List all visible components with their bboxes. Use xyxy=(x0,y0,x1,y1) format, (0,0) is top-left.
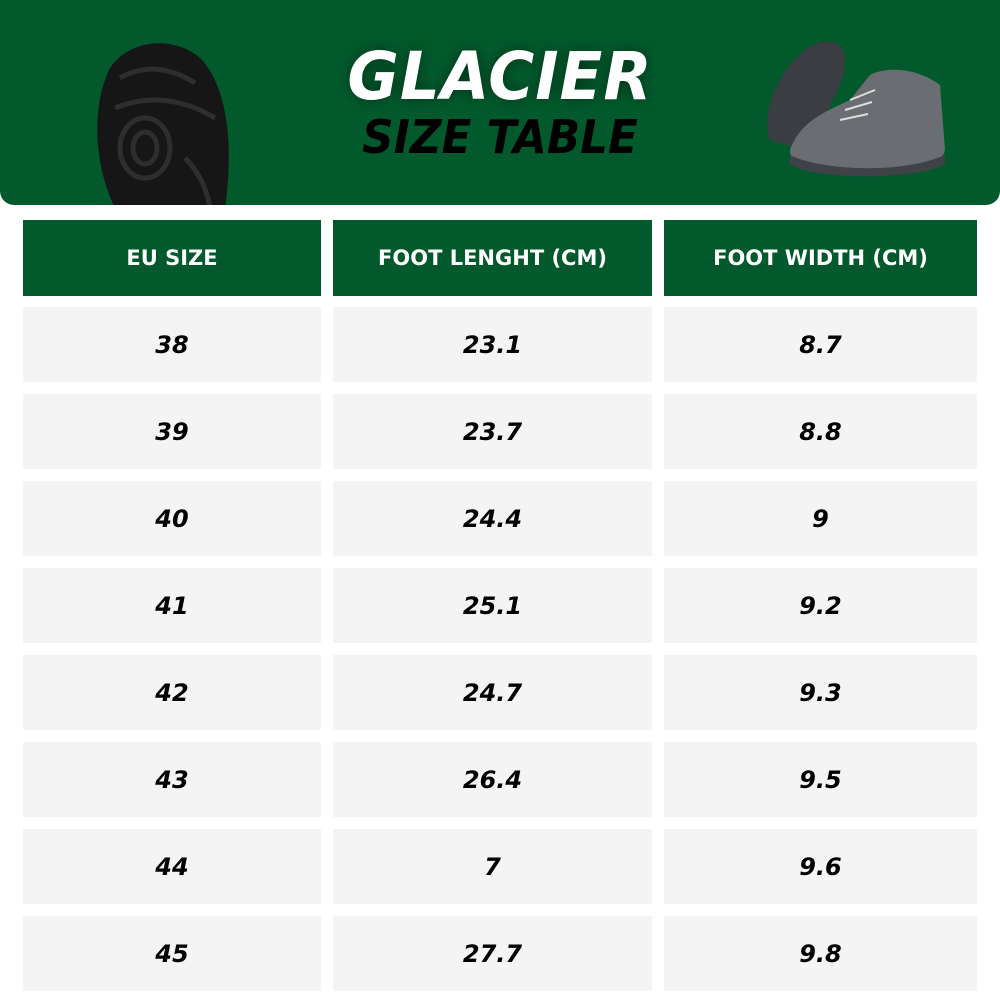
foot-width-cell: 8.8 xyxy=(664,394,977,469)
eu-size-cell: 45 xyxy=(23,916,321,991)
foot-length-cell: 7 xyxy=(333,829,652,904)
shoe-sole-icon xyxy=(97,43,229,205)
eu-size-cell: 38 xyxy=(23,307,321,382)
foot-length-cell: 25.1 xyxy=(333,568,652,643)
foot-length-cell: 27.7 xyxy=(333,916,652,991)
header-eu-size: EU SIZE xyxy=(23,220,321,296)
foot-length-cell: 26.4 xyxy=(333,742,652,817)
banner: GLACIER SIZE TABLE xyxy=(0,0,1000,205)
foot-length-cell: 24.7 xyxy=(333,655,652,730)
eu-size-cell: 41 xyxy=(23,568,321,643)
foot-width-cell: 9.8 xyxy=(664,916,977,991)
foot-width-cell: 9.5 xyxy=(664,742,977,817)
foot-length-cell: 23.1 xyxy=(333,307,652,382)
header-foot-length: FOOT LENGHT (CM) xyxy=(333,220,652,296)
shoe-pair-icon xyxy=(767,41,945,177)
eu-size-cell: 40 xyxy=(23,481,321,556)
foot-width-cell: 9.6 xyxy=(664,829,977,904)
foot-width-cell: 8.7 xyxy=(664,307,977,382)
foot-width-cell: 9.2 xyxy=(664,568,977,643)
eu-size-cell: 42 xyxy=(23,655,321,730)
header-foot-width: FOOT WIDTH (CM) xyxy=(664,220,977,296)
eu-size-cell: 44 xyxy=(23,829,321,904)
page-title: GLACIER xyxy=(347,38,653,115)
eu-size-cell: 43 xyxy=(23,742,321,817)
foot-width-cell: 9.3 xyxy=(664,655,977,730)
foot-length-cell: 24.4 xyxy=(333,481,652,556)
foot-length-cell: 23.7 xyxy=(333,394,652,469)
foot-width-cell: 9 xyxy=(664,481,977,556)
eu-size-cell: 39 xyxy=(23,394,321,469)
page-subtitle: SIZE TABLE xyxy=(362,110,638,164)
